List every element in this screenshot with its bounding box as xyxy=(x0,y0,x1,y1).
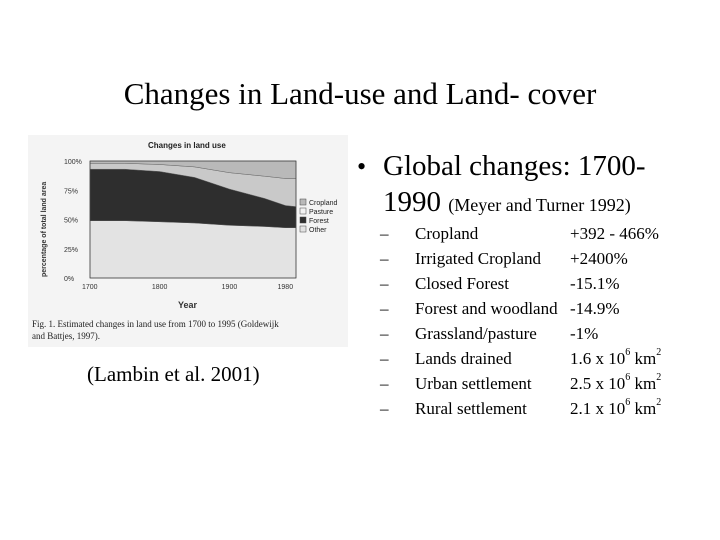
bullet-heading-cont: 1990 (Meyer and Turner 1992) xyxy=(383,186,631,219)
item-label: Urban settlement xyxy=(415,374,532,393)
list-dash: – xyxy=(380,349,389,368)
bullet-source: (Meyer and Turner 1992) xyxy=(448,195,631,215)
legend-swatch xyxy=(299,216,307,224)
list-dash: – xyxy=(380,374,389,393)
x-tick-label: 1800 xyxy=(152,284,168,291)
item-value: +2400% xyxy=(570,249,628,268)
value-exponent: 6 xyxy=(625,397,631,408)
plot-frame xyxy=(89,160,297,279)
value-exponent: 6 xyxy=(625,372,631,383)
list-dash: – xyxy=(380,399,389,418)
x-tick-label: 1980 xyxy=(278,284,294,291)
item-value: +392 - 466% xyxy=(570,224,659,243)
land-use-chart: 100% 75% 50% 25% 0% 1700 1800 1900 1980 Cropland… xyxy=(32,141,338,341)
list-dash: – xyxy=(380,249,389,268)
y-axis-label: percentage of total land area xyxy=(41,182,48,277)
bullet-dot: • xyxy=(357,152,367,181)
x-axis-label: Year xyxy=(178,300,198,310)
unit-exponent: 2 xyxy=(656,372,662,383)
value-mantissa: 1.6 x 10 xyxy=(570,349,626,368)
list-dash: – xyxy=(380,224,389,243)
item-label: Lands drained xyxy=(415,349,512,368)
item-label: Cropland xyxy=(415,224,479,243)
figure-caption-line1: Fig. 1. Estimated changes in land use fr… xyxy=(32,319,279,329)
item-label: Grassland/pasture xyxy=(415,324,537,343)
item-value: -1% xyxy=(570,324,599,343)
value-mantissa: 2.1 x 10 xyxy=(570,399,626,418)
item-value: 1.6 x 106 km2 xyxy=(570,347,662,369)
chart-title: Changes in land use xyxy=(148,141,226,150)
area-other xyxy=(89,220,297,279)
item-label: Rural settlement xyxy=(415,399,527,418)
list-dash: – xyxy=(380,274,389,293)
slide-title: Changes in Land-use and Land- cover xyxy=(123,76,597,111)
value-exponent: 6 xyxy=(625,347,631,358)
land-use-figure: 100% 75% 50% 25% 0% 1700 1800 1900 1980 Cropland… xyxy=(28,135,348,347)
legend-swatch xyxy=(299,198,307,206)
item-value: 2.1 x 106 km2 xyxy=(570,397,662,419)
item-value: -14.9% xyxy=(570,299,620,318)
bullet-heading: Global changes: 1700- xyxy=(383,150,646,182)
y-tick-label: 75% xyxy=(64,188,78,195)
legend-label: Forest xyxy=(309,218,329,225)
unit-exponent: 2 xyxy=(656,397,662,408)
value-mantissa: 2.5 x 10 xyxy=(570,374,626,393)
legend-swatch xyxy=(299,207,307,215)
figure-credit: (Lambin et al. 2001) xyxy=(87,362,260,386)
value-unit: km xyxy=(634,374,657,393)
item-label: Irrigated Cropland xyxy=(415,249,542,268)
y-tick-label: 100% xyxy=(64,159,82,166)
item-value: -15.1% xyxy=(570,274,620,293)
unit-exponent: 2 xyxy=(656,347,662,358)
bullet-year: 1990 xyxy=(383,186,441,218)
x-tick-label: 1900 xyxy=(222,284,238,291)
figure-caption-line2: and Battjes, 1997). xyxy=(32,331,100,341)
list-dash: – xyxy=(380,324,389,343)
legend-label: Pasture xyxy=(309,209,333,216)
item-label: Closed Forest xyxy=(415,274,509,293)
y-tick-label: 50% xyxy=(64,218,78,225)
legend-label: Cropland xyxy=(309,200,338,207)
list-dash: – xyxy=(380,299,389,318)
y-tick-label: 25% xyxy=(64,247,78,254)
value-unit: km xyxy=(634,399,657,418)
item-label: Forest and woodland xyxy=(415,299,558,318)
value-unit: km xyxy=(634,349,657,368)
x-tick-label: 1700 xyxy=(82,284,98,291)
legend-label: Other xyxy=(309,227,327,234)
item-value: 2.5 x 106 km2 xyxy=(570,372,662,394)
legend-swatch xyxy=(299,225,307,233)
y-tick-label: 0% xyxy=(64,276,74,283)
